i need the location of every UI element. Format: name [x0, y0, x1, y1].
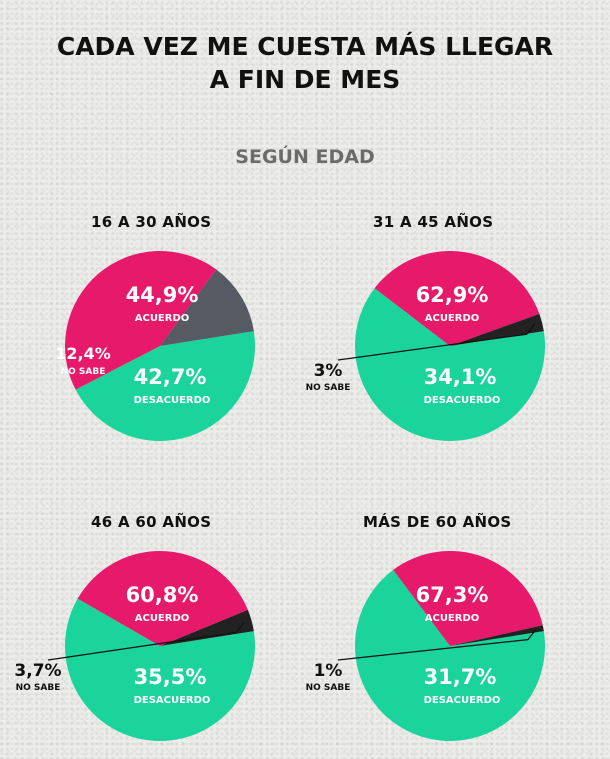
- category-label-desacuerdo: DESACUERDO: [134, 395, 211, 406]
- value-label-acuerdo: 44,9%: [126, 283, 199, 307]
- category-label-acuerdo: ACUERDO: [135, 313, 190, 324]
- leader-line-no-sabe: [337, 629, 537, 661]
- value-label-acuerdo: 67,3%: [416, 583, 489, 607]
- pie-chart-mas-60: 67,3% ACUERDO 31,7% DESACUERDO 1% NO SABE: [306, 551, 545, 741]
- category-label-acuerdo: ACUERDO: [425, 613, 480, 624]
- main-title-line-2: A FIN DE MES: [209, 65, 401, 94]
- value-label-acuerdo: 60,8%: [126, 583, 199, 607]
- value-label-no-sabe: 1%: [314, 661, 343, 681]
- category-label-no-sabe: NO SABE: [306, 383, 351, 393]
- slice-acuerdo: [65, 598, 255, 741]
- slice-desacuerdo: [64, 250, 217, 390]
- category-label-desacuerdo: DESACUERDO: [424, 695, 501, 706]
- chart-title-mas-60: MÁS DE 60 AÑOS: [363, 513, 512, 531]
- category-label-no-sabe: NO SABE: [16, 683, 61, 693]
- main-title-line-1: CADA VEZ ME CUESTA MÁS LLEGAR: [56, 32, 554, 61]
- slice-no-sabe: [450, 625, 544, 646]
- value-label-acuerdo: 62,9%: [416, 283, 489, 307]
- chart-title-16-30: 16 A 30 AÑOS: [91, 213, 212, 231]
- value-label-desacuerdo: 35,5%: [134, 665, 207, 689]
- pie-chart-31-45: 62,9% ACUERDO 34,1% DESACUERDO 3% NO SABE: [306, 251, 545, 441]
- value-label-no-sabe: 3%: [314, 361, 343, 381]
- slice-desacuerdo: [393, 551, 543, 646]
- slice-acuerdo: [355, 569, 545, 741]
- slice-no-sabe: [160, 269, 254, 346]
- category-label-no-sabe: NO SABE: [306, 683, 351, 693]
- pie-chart-16-30: 44,9% ACUERDO 42,7% DESACUERDO 12,4% NO SABE: [55, 250, 256, 442]
- slice-acuerdo: [355, 288, 545, 441]
- value-label-desacuerdo: 42,7%: [134, 365, 207, 389]
- category-label-desacuerdo: DESACUERDO: [424, 395, 501, 406]
- category-label-no-sabe: NO SABE: [61, 367, 106, 377]
- slice-no-sabe: [160, 609, 254, 646]
- category-label-desacuerdo: DESACUERDO: [134, 695, 211, 706]
- slice-desacuerdo: [374, 251, 540, 346]
- subtitle: SEGÚN EDAD: [235, 146, 375, 168]
- pie-chart-46-60: 60,8% ACUERDO 35,5% DESACUERDO 3,7% NO SABE: [14, 551, 255, 741]
- category-label-acuerdo: ACUERDO: [425, 313, 480, 324]
- leader-line-no-sabe: [337, 323, 536, 361]
- value-label-desacuerdo: 31,7%: [424, 665, 497, 689]
- main-title: CADA VEZ ME CUESTA MÁS LLEGAR A FIN DE M…: [0, 30, 610, 96]
- slice-acuerdo: [75, 331, 256, 442]
- leader-line-no-sabe: [47, 622, 245, 661]
- slice-no-sabe: [450, 313, 544, 346]
- category-label-acuerdo: ACUERDO: [135, 613, 190, 624]
- value-label-no-sabe: 12,4%: [55, 344, 111, 363]
- value-label-desacuerdo: 34,1%: [424, 365, 497, 389]
- value-label-no-sabe: 3,7%: [14, 661, 61, 681]
- chart-title-46-60: 46 A 60 AÑOS: [91, 513, 212, 531]
- slice-desacuerdo: [77, 551, 248, 646]
- chart-title-31-45: 31 A 45 AÑOS: [373, 213, 494, 231]
